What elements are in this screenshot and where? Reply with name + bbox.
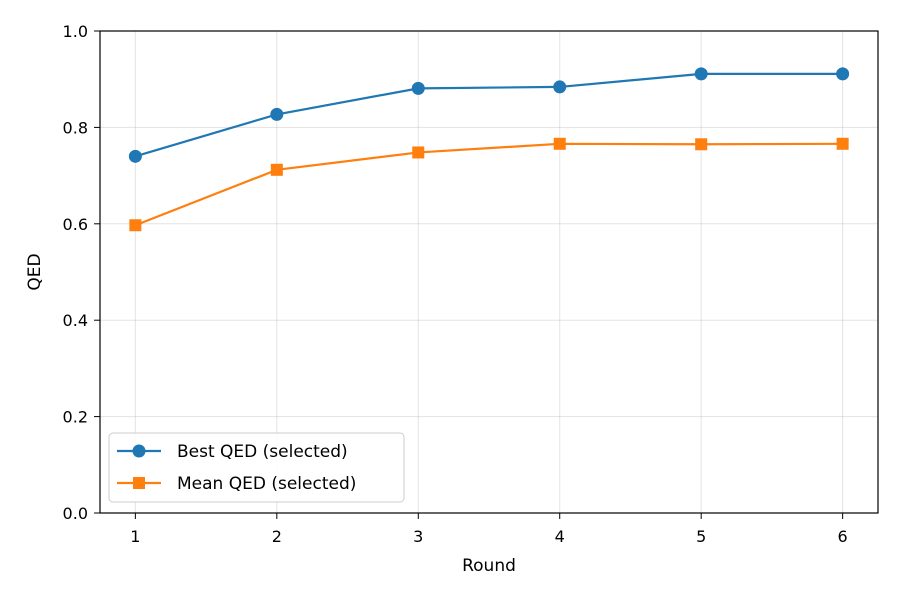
data-point <box>553 137 566 150</box>
y-tick-label: 0.2 <box>63 408 88 427</box>
series-line <box>134 142 843 227</box>
x-tick-label: 2 <box>272 527 282 546</box>
series-line <box>135 72 843 158</box>
data-point <box>836 137 849 150</box>
y-axis-ticks: 0.0 0.2 0.4 0.6 0.8 1.0 <box>63 22 100 523</box>
y-axis-label: QED <box>25 253 45 290</box>
legend-marker <box>133 477 145 489</box>
legend-label: Best QED (selected) <box>177 442 348 462</box>
x-tick-label: 5 <box>696 527 706 546</box>
data-point <box>270 163 283 176</box>
legend-label: Mean QED (selected) <box>177 474 356 494</box>
legend-item: Mean QED (selected) <box>117 474 356 494</box>
y-tick-label: 1.0 <box>63 22 88 41</box>
data-point <box>270 107 284 121</box>
y-tick-label: 0.0 <box>63 504 88 523</box>
series-1 <box>128 67 850 163</box>
plot-frame <box>99 30 879 514</box>
data-point <box>129 219 142 232</box>
x-tick-label: 4 <box>555 527 565 546</box>
series-2 <box>129 137 849 232</box>
x-axis-ticks: 1 2 3 4 5 6 <box>130 513 848 546</box>
x-axis-label: Round <box>462 556 516 576</box>
data-point <box>412 146 425 159</box>
data-point <box>411 81 425 95</box>
data-point <box>553 80 567 94</box>
x-tick-label: 3 <box>413 527 423 546</box>
legend: Best QED (selected) Mean QED (selected) <box>108 432 405 503</box>
legend-marker <box>132 444 146 458</box>
data-point <box>694 67 708 81</box>
legend-item: Best QED (selected) <box>117 442 348 462</box>
data-point <box>128 149 142 163</box>
y-tick-label: 0.8 <box>63 118 88 137</box>
x-tick-label: 6 <box>838 527 848 546</box>
data-point <box>695 138 708 151</box>
data-point <box>836 67 850 81</box>
x-tick-label: 1 <box>130 527 140 546</box>
y-tick-label: 0.4 <box>63 311 88 330</box>
legend-box <box>108 432 405 503</box>
y-tick-label: 0.6 <box>63 215 88 234</box>
series-layer <box>128 67 850 232</box>
